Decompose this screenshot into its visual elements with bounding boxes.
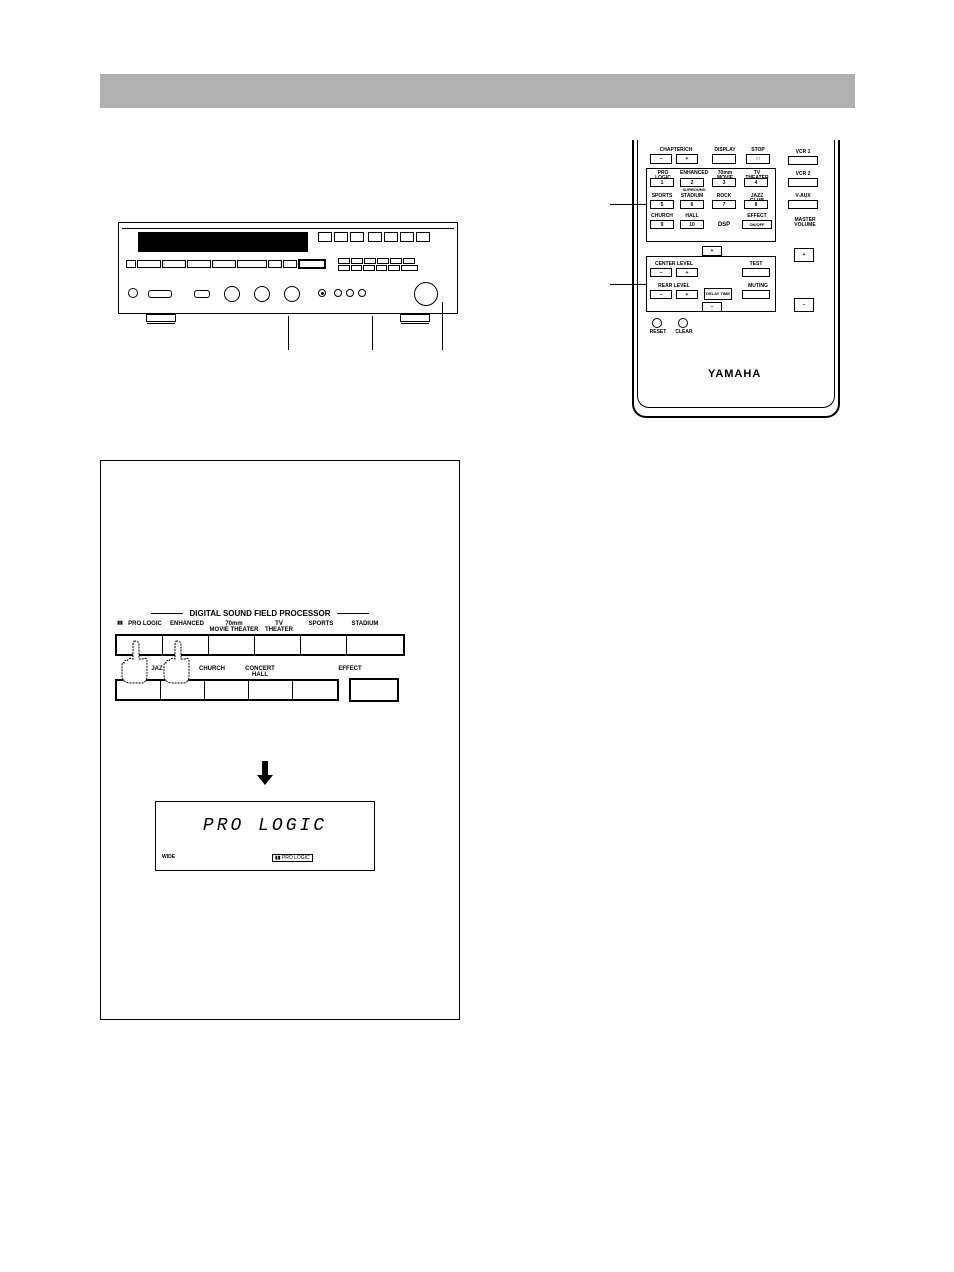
rc-lead-2 [610, 284, 646, 285]
rc-btn-stop[interactable]: □ [746, 154, 770, 164]
rc-btn-center-plus[interactable]: + [676, 268, 698, 277]
rc-btn-effect[interactable]: ON/OFF [742, 220, 772, 229]
rc-btn-rear-minus[interactable]: – [650, 290, 672, 299]
dsp-top-labels: ▮▮ PRO LOGIC ENHANCED 70mm MOVIE THEATER… [115, 621, 405, 633]
rc-btn-clear[interactable] [678, 318, 688, 328]
finger-icon-2 [163, 639, 193, 685]
rc-btn-vol-down[interactable]: – [794, 298, 814, 312]
rc-lbl-rock: ROCK [712, 194, 736, 199]
rc-lbl-vcr2: VCR 2 [790, 172, 816, 177]
lcd-wide-label: WIDE [162, 854, 175, 860]
rc-btn-test[interactable] [742, 268, 770, 277]
dsp-title-row: DIGITAL SOUND FIELD PROCESSOR [115, 609, 405, 618]
rc-lbl-muting: MUTING [744, 284, 772, 289]
rc-btn-7[interactable]: 7 [712, 200, 736, 209]
dsp-btn-concert[interactable] [249, 681, 293, 699]
rc-lbl-reset: RESET [648, 330, 668, 335]
dsp-btn-blank[interactable] [293, 681, 337, 699]
rc-lbl-hall: HALL [680, 214, 704, 219]
rc-btn-vcr1[interactable] [788, 156, 818, 165]
lcd-display: PRO LOGIC WIDE ▮▮ PRO LOGIC [155, 801, 375, 871]
dsp-title: DIGITAL SOUND FIELD PROCESSOR [189, 609, 330, 618]
rc-btn-6[interactable]: 6 [680, 200, 704, 209]
rc-label-display: DISPLAY [710, 148, 740, 153]
receiver-knob-row [124, 282, 452, 310]
rc-btn-4[interactable]: 4 [744, 178, 768, 187]
rc-lbl-dsp: DSP [712, 222, 736, 228]
receiver-btn-group-2 [368, 232, 430, 242]
rc-btn-10[interactable]: 10 [680, 220, 704, 229]
rc-lbl-stadium: STADIUM [680, 194, 704, 199]
dsp-btn-effect[interactable] [349, 678, 399, 702]
receiver-foot-right [400, 314, 430, 322]
rc-btn-muting[interactable] [742, 290, 770, 299]
rc-btn-2[interactable]: 2 [680, 178, 704, 187]
rc-btn-ch-minus[interactable]: – [650, 154, 672, 164]
rc-btn-5[interactable]: 5 [650, 200, 674, 209]
rc-label-stop: STOP [746, 148, 770, 153]
dsp-btn-70mm[interactable] [209, 636, 255, 654]
rc-lbl-sports: SPORTS [650, 194, 674, 199]
dolby-icon: ▮▮ [115, 621, 125, 633]
receiver-lead-1 [288, 316, 289, 350]
rc-btn-reset[interactable] [652, 318, 662, 328]
rc-btn-rear-plus[interactable]: + [676, 290, 698, 299]
rc-lbl-effect: EFFECT [744, 214, 770, 219]
rc-btn-delay[interactable]: DELAY TIME [704, 288, 732, 300]
rc-lbl-surround: SURROUND [672, 188, 716, 192]
remote-illustration: CHAPTER/CH – + DISPLAY STOP □ VCR 1 PRO … [632, 140, 840, 418]
rc-lbl-enhanced: ENHANCED [680, 171, 706, 176]
dsp-btn-sports[interactable] [301, 636, 347, 654]
receiver-lead-2 [372, 316, 373, 350]
dsp-bot-labels: CO JAZ B CHURCH CONCERT HALL EFFECT [115, 666, 405, 678]
dsp-top-btn-row [115, 634, 405, 656]
rc-lead-1 [610, 204, 646, 205]
receiver-btn-group-1 [318, 232, 364, 242]
dsp-btn-stadium[interactable] [347, 636, 393, 654]
rc-btn-center-minus[interactable]: – [650, 268, 672, 277]
lcd-text: PRO LOGIC [156, 816, 374, 836]
rc-lbl-centerlevel: CENTER LEVEL [652, 262, 696, 267]
receiver-lead-3 [442, 302, 443, 350]
rc-btn-vcr2[interactable] [788, 178, 818, 187]
rc-btn-vol-up[interactable]: + [794, 248, 814, 262]
rc-lbl-church: CHURCH [650, 214, 674, 219]
receiver-illustration [118, 196, 458, 336]
header-bar [100, 74, 855, 108]
rc-btn-1[interactable]: 1 [650, 178, 674, 187]
rc-btn-9[interactable]: 9 [650, 220, 674, 229]
rc-label-chapter: CHAPTER/CH [654, 148, 698, 153]
dsp-panel: DIGITAL SOUND FIELD PROCESSOR ▮▮ PRO LOG… [115, 609, 405, 702]
rc-brand: YAMAHA [708, 368, 761, 380]
rc-lbl-mastervol: MASTER VOLUME [788, 218, 822, 228]
rc-lbl-vaux: V-AUX [790, 194, 816, 199]
rc-lbl-clear: CLEAR [674, 330, 694, 335]
rc-lbl-rearlevel: REAR LEVEL [652, 284, 696, 289]
dsp-btn-tvtheater[interactable] [255, 636, 301, 654]
receiver-dsp-cluster [338, 258, 418, 272]
finger-icon-1 [121, 639, 151, 685]
rc-label-vcr1: VCR 1 [790, 150, 816, 155]
rc-btn-8[interactable]: 8 [744, 200, 768, 209]
rc-btn-vaux[interactable] [788, 200, 818, 209]
instruction-box: DIGITAL SOUND FIELD PROCESSOR ▮▮ PRO LOG… [100, 460, 460, 1020]
rc-btn-display[interactable] [712, 154, 736, 164]
arrow-down-icon [257, 761, 273, 785]
rc-btn-center-minus-bot[interactable]: – [702, 302, 722, 312]
receiver-display [138, 232, 308, 252]
lcd-prologic-badge: ▮▮ PRO LOGIC [272, 854, 313, 862]
rc-lbl-test: TEST [744, 262, 768, 267]
receiver-foot-left [146, 314, 176, 322]
receiver-trim [122, 226, 454, 229]
dsp-btn-church[interactable] [205, 681, 249, 699]
rc-btn-3[interactable]: 3 [712, 178, 736, 187]
rc-btn-ch-plus[interactable]: + [676, 154, 698, 164]
rc-btn-center-plus-top[interactable]: + [702, 246, 722, 256]
